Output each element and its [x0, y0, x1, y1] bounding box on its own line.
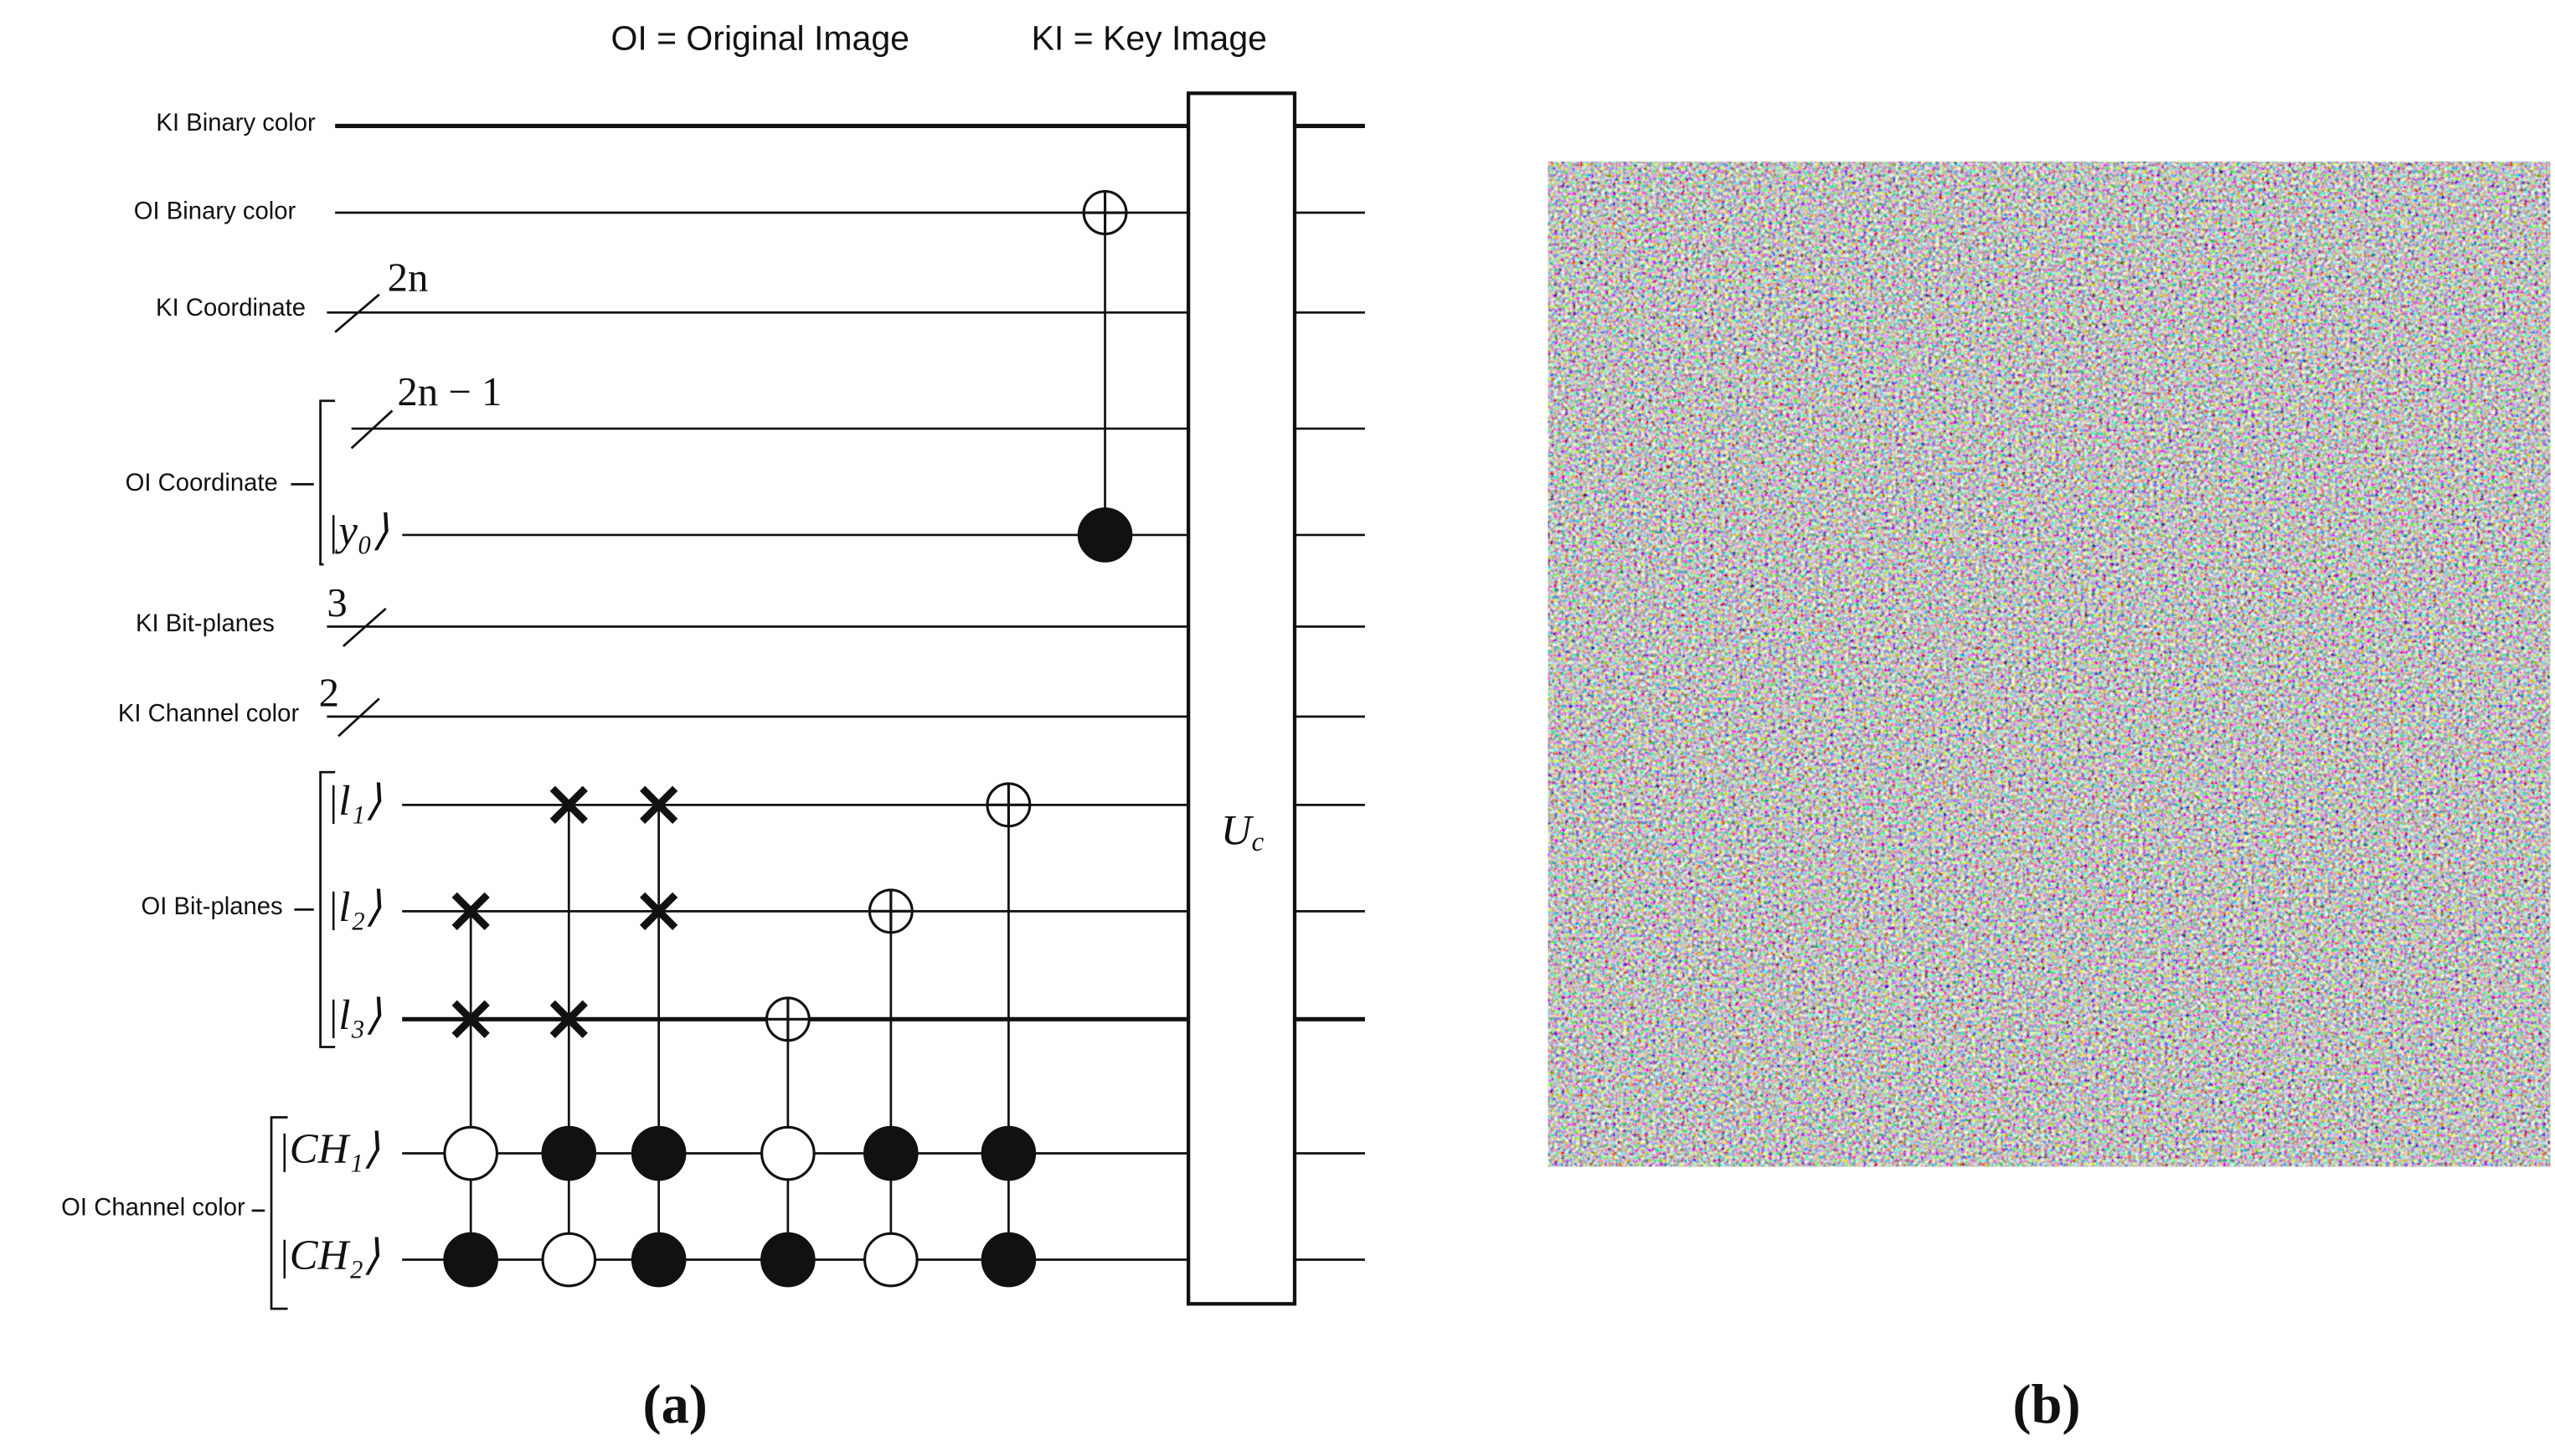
ket: |l₃⟩	[327, 991, 382, 1038]
panel-label: (b)	[2012, 1375, 2080, 1436]
wire-label: OI Channel color	[61, 1194, 245, 1222]
ket: |l₂⟩	[327, 883, 382, 930]
filled-control	[981, 1232, 1037, 1288]
swap-cross	[451, 892, 490, 930]
wire-label: KI Binary color	[156, 109, 316, 136]
filled-control	[863, 1125, 919, 1181]
target-cross	[869, 889, 913, 933]
open-control	[443, 1125, 498, 1181]
wire-label: OI Bit-planes	[142, 893, 283, 920]
bus-width: 2n	[388, 254, 429, 300]
open-control	[863, 1232, 919, 1288]
bus-slash	[350, 409, 394, 450]
wire-label: OI Binary color	[134, 198, 296, 225]
filled-control	[760, 1232, 816, 1288]
bus-slash	[343, 607, 387, 647]
gate-label: Uc	[1221, 806, 1265, 857]
ket-bg	[323, 502, 403, 569]
gate-label-main: U	[1221, 806, 1254, 853]
oi-legend: OI = Original Image	[610, 19, 909, 58]
filled-control	[981, 1125, 1037, 1181]
key-image	[1548, 162, 2551, 1167]
target-cross	[766, 997, 810, 1041]
swap-cross	[549, 1000, 588, 1038]
gates	[443, 190, 1133, 1288]
wire-label: KI Channel color	[118, 700, 300, 728]
ki-legend: KI = Key Image	[1032, 19, 1267, 58]
ket: |CH₁⟩	[278, 1125, 380, 1172]
swap-cross	[640, 892, 678, 930]
bus-slash	[337, 697, 380, 738]
gate-label-sub: c	[1251, 826, 1264, 857]
bracket	[270, 1116, 288, 1310]
filled-control	[1077, 507, 1133, 563]
wire-label: KI Coordinate	[156, 294, 306, 322]
filled-control	[541, 1125, 597, 1181]
target-cross	[1084, 191, 1126, 234]
swap-cross	[549, 785, 588, 824]
bus-width: 2n − 1	[397, 368, 502, 414]
bus-slash	[334, 293, 380, 333]
target-cross	[987, 783, 1030, 826]
wire-label: KI Bit-planes	[136, 610, 275, 637]
ket: |CH₂⟩	[278, 1232, 380, 1279]
filled-control	[631, 1232, 687, 1288]
open-control	[541, 1232, 597, 1288]
swap-cross	[640, 785, 678, 824]
ket: |l₁⟩	[327, 777, 382, 824]
filled-control	[443, 1232, 498, 1288]
ket: |y₀⟩	[327, 507, 389, 554]
swap-cross	[451, 1000, 490, 1038]
bus-width: 3	[327, 579, 347, 625]
wire-label: OI Coordinate	[126, 469, 278, 496]
panel-label: (a)	[642, 1375, 707, 1436]
bracket	[319, 770, 336, 1048]
open-control	[760, 1125, 816, 1181]
bus-width: 2	[319, 670, 339, 716]
unitary-gate	[1186, 91, 1297, 1306]
filled-control	[631, 1125, 687, 1181]
